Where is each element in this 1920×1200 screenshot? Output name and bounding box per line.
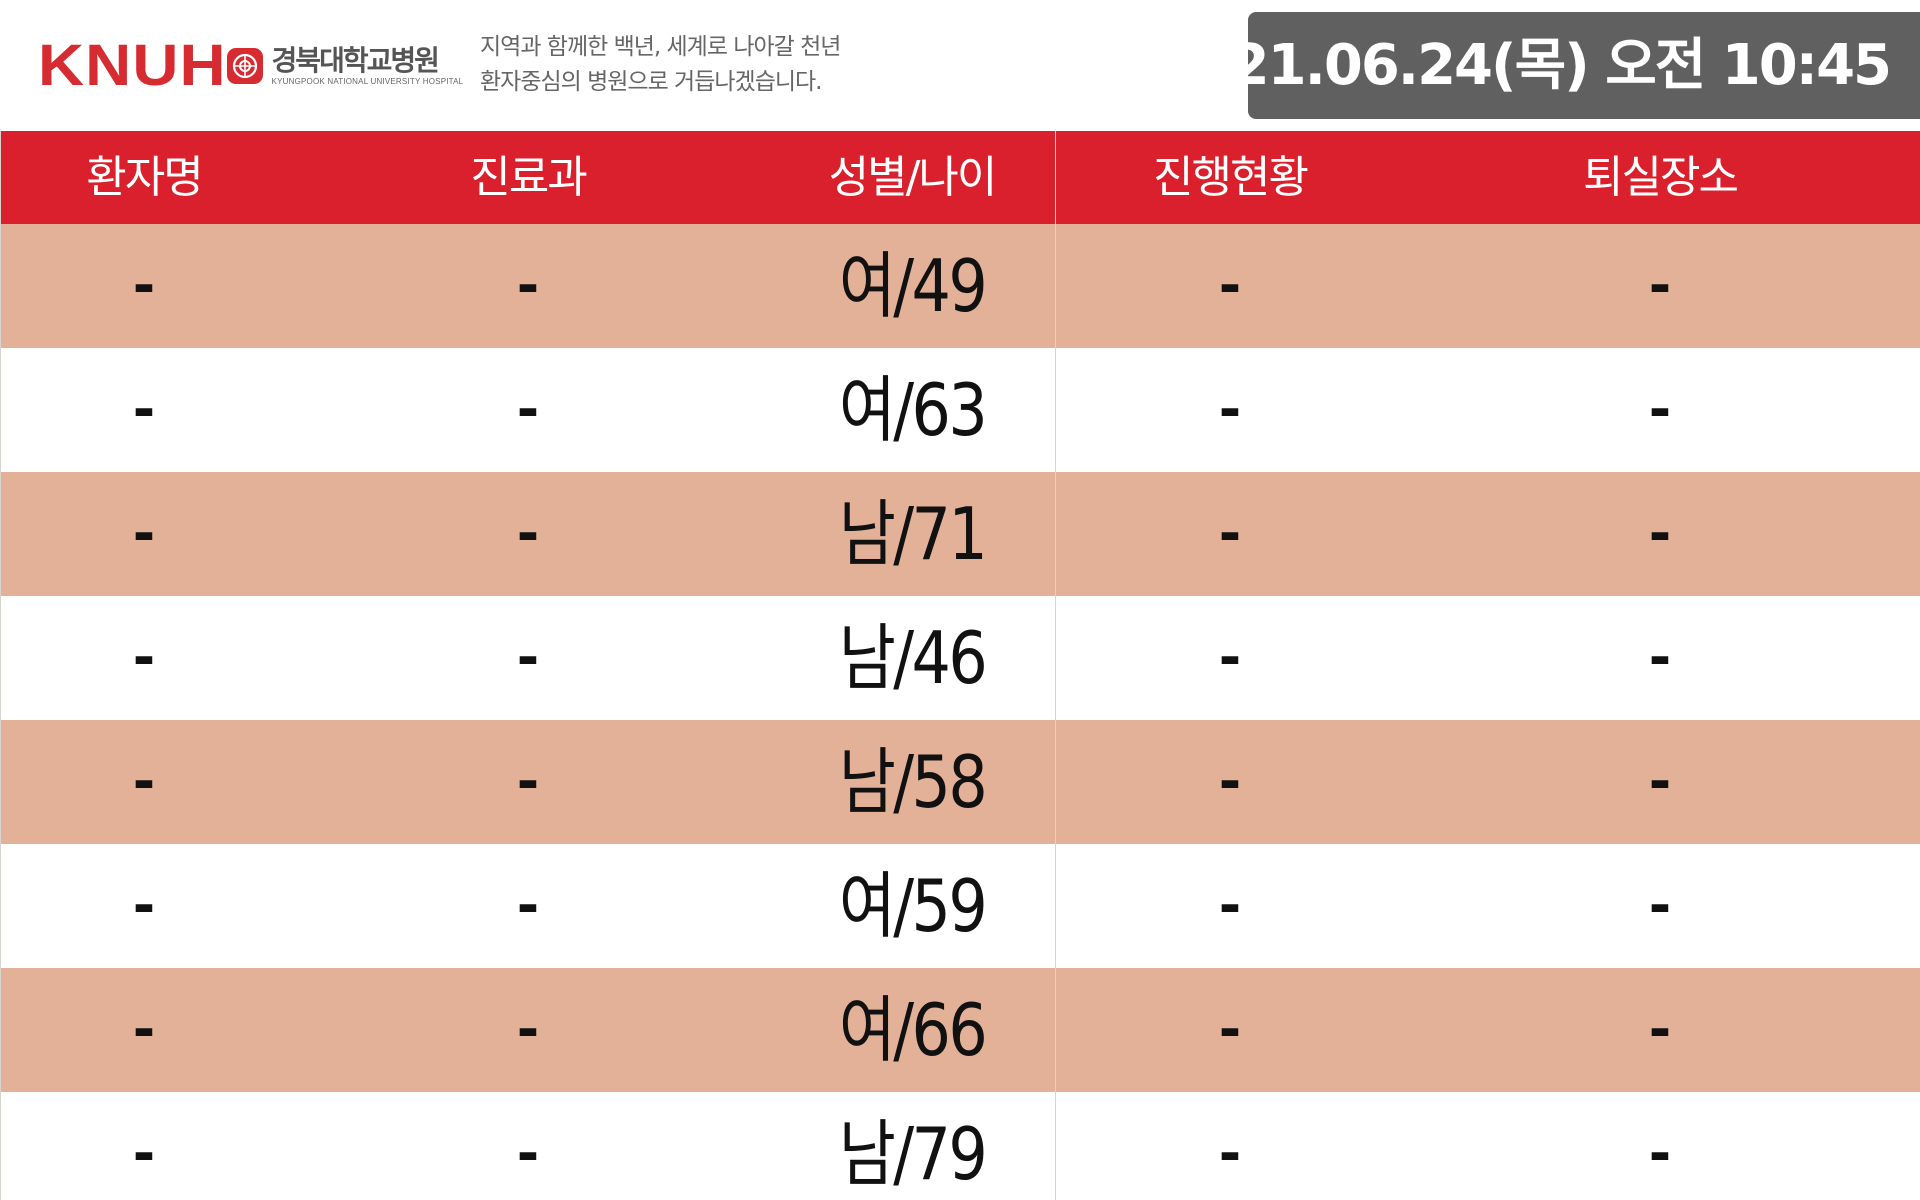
cell-progress: - <box>1218 254 1242 317</box>
patient-status-table: 환자명 진료과 성별/나이 진행현황 퇴실장소 - - 여/49 - - - -… <box>0 131 1920 1200</box>
cell-department: - <box>516 874 540 937</box>
cell-patient-name: - <box>132 254 156 317</box>
cell-discharge-location: - <box>1648 254 1672 317</box>
table-row: - - 여/59 - - <box>0 844 1920 968</box>
current-datetime: 2021.06.24(목) 오전 10:45 <box>1156 33 1892 98</box>
column-header-progress: 진행현황 <box>1153 152 1309 203</box>
column-header-gender-age: 성별/나이 <box>828 152 998 203</box>
cell-progress: - <box>1218 378 1242 441</box>
logo-english-name: KYUNGPOOK NATIONAL UNIVERSITY HOSPITAL <box>271 77 464 87</box>
cell-progress: - <box>1218 750 1242 813</box>
datetime-panel: 2021.06.24(목) 오전 10:45 <box>1157 12 1920 119</box>
cell-gender-age: 남/58 <box>838 740 988 824</box>
cell-patient-name: - <box>132 502 156 565</box>
logo-mark: KNUH <box>38 33 227 98</box>
cell-discharge-location: - <box>1648 750 1672 813</box>
cell-discharge-location: - <box>1648 378 1672 441</box>
cell-department: - <box>516 1122 540 1185</box>
cell-patient-name: - <box>132 378 156 441</box>
header-bar: KNUH 경북대학교병원 KYUNGPOOK NATIONAL UNIVERSI… <box>0 0 1920 131</box>
cell-progress: - <box>1218 626 1242 689</box>
cell-patient-name: - <box>132 750 156 813</box>
table-header-row: 환자명 진료과 성별/나이 진행현황 퇴실장소 <box>0 131 1920 224</box>
cell-gender-age: 남/46 <box>838 616 988 700</box>
cell-progress: - <box>1218 874 1242 937</box>
table-row: - - 여/66 - - <box>0 968 1920 1092</box>
cell-discharge-location: - <box>1648 626 1672 689</box>
table-row: - - 남/46 - - <box>0 596 1920 720</box>
cell-department: - <box>516 502 540 565</box>
table-row: - - 남/71 - - <box>0 472 1920 596</box>
cell-discharge-location: - <box>1648 502 1672 565</box>
cell-department: - <box>516 626 540 689</box>
cell-gender-age: 여/63 <box>838 368 988 452</box>
cell-department: - <box>516 750 540 813</box>
cell-discharge-location: - <box>1648 998 1672 1061</box>
table-row: - - 남/58 - - <box>0 720 1920 844</box>
table-row: - - 여/49 - - <box>0 224 1920 348</box>
cell-gender-age: 여/59 <box>838 864 988 948</box>
hospital-emblem-icon <box>226 48 263 84</box>
column-divider <box>1055 131 1056 1200</box>
cell-patient-name: - <box>132 1122 156 1185</box>
cell-patient-name: - <box>132 874 156 937</box>
cell-progress: - <box>1218 1122 1242 1185</box>
slogan-line-2: 환자중심의 병원으로 거듭나겠습니다. <box>480 69 823 95</box>
table-left-edge <box>0 131 1 1200</box>
cell-department: - <box>516 254 540 317</box>
cell-discharge-location: - <box>1648 874 1672 937</box>
column-header-department: 진료과 <box>470 152 587 203</box>
cell-gender-age: 남/71 <box>838 492 988 576</box>
cell-discharge-location: - <box>1648 1122 1672 1185</box>
cell-patient-name: - <box>132 998 156 1061</box>
cell-progress: - <box>1218 502 1242 565</box>
cell-progress: - <box>1218 998 1242 1061</box>
cell-patient-name: - <box>132 626 156 689</box>
cell-department: - <box>516 998 540 1061</box>
table-row: - - 여/63 - - <box>0 348 1920 472</box>
column-header-discharge-location: 퇴실장소 <box>1583 152 1739 203</box>
cell-gender-age: 여/66 <box>838 988 988 1072</box>
logo-text: 경북대학교병원 KYUNGPOOK NATIONAL UNIVERSITY HO… <box>271 43 464 87</box>
logo-korean-name: 경북대학교병원 <box>271 43 440 77</box>
cell-gender-age: 남/79 <box>838 1112 988 1196</box>
cell-gender-age: 여/49 <box>838 244 988 328</box>
hospital-logo: KNUH 경북대학교병원 KYUNGPOOK NATIONAL UNIVERSI… <box>38 36 463 96</box>
slogan: 지역과 함께한 백년, 세계로 나아갈 천년 환자중심의 병원으로 거듭나겠습니… <box>480 30 841 100</box>
slogan-line-1: 지역과 함께한 백년, 세계로 나아갈 천년 <box>480 34 841 60</box>
column-header-patient-name: 환자명 <box>86 152 203 203</box>
cell-department: - <box>516 378 540 441</box>
table-row: - - 남/79 - - <box>0 1092 1920 1200</box>
